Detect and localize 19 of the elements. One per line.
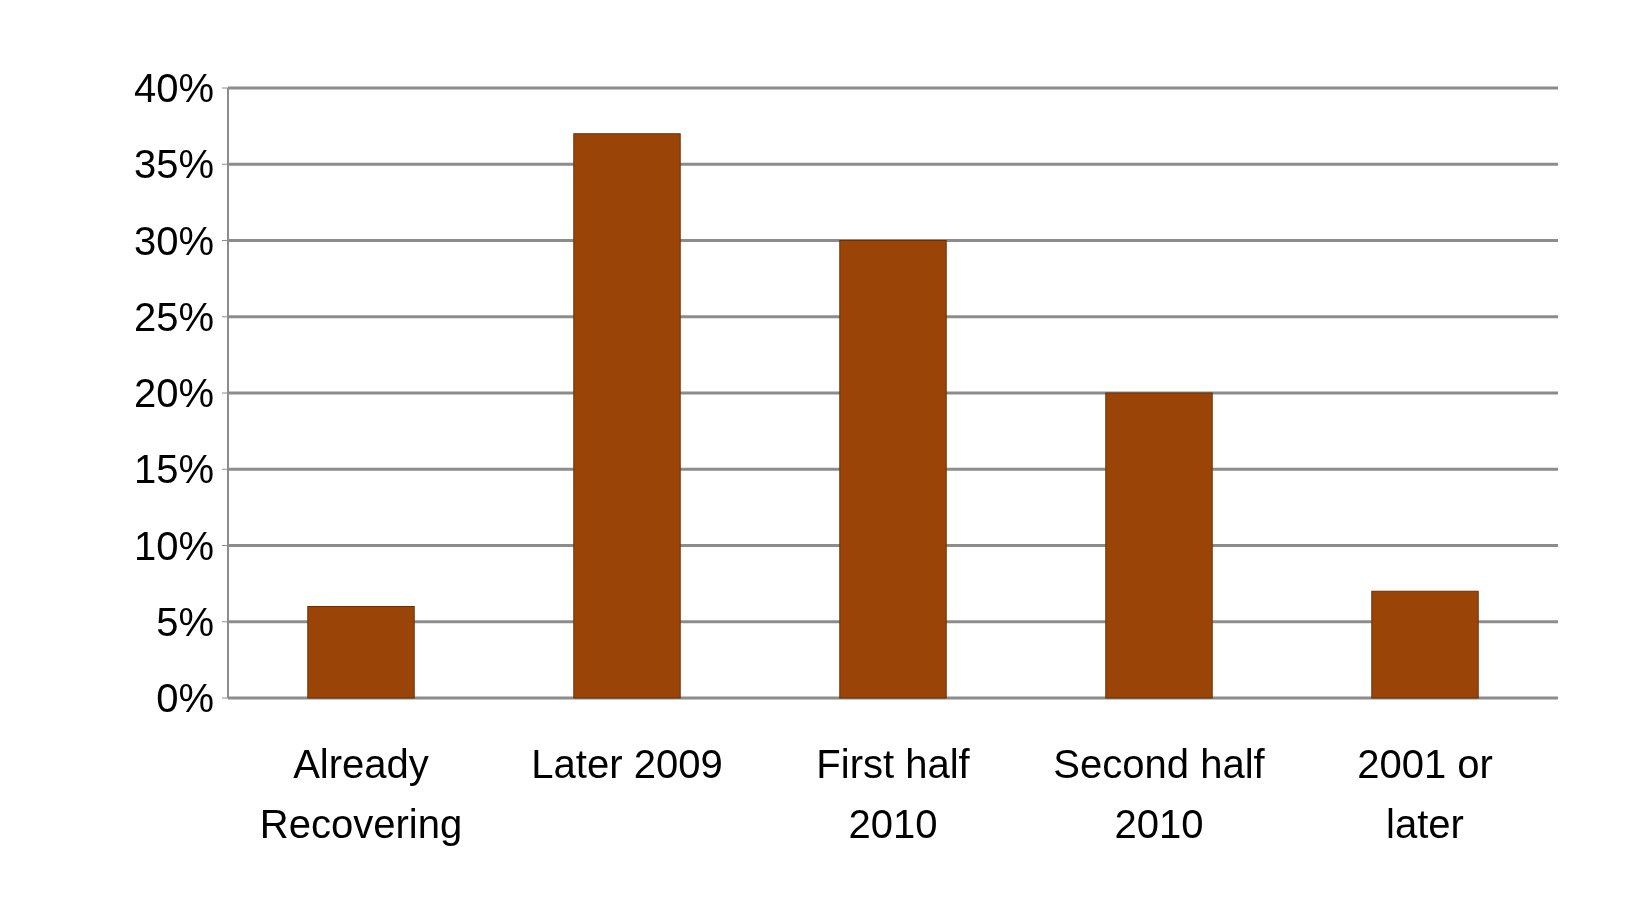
x-tick-label: Second half 2010 (1053, 742, 1266, 846)
x-tick-label: Already Recovering (259, 742, 463, 846)
y-tick-label: 30% (133, 218, 214, 263)
bar (1105, 392, 1213, 699)
x-tick-label: 2001 or later (1357, 742, 1493, 846)
bar (307, 606, 415, 699)
y-tick-label: 40% (133, 66, 214, 110)
x-tick-label: Later 2009 (531, 742, 723, 786)
bar (1371, 590, 1479, 699)
y-tick-label: 0% (156, 676, 214, 720)
y-tick-label: 5% (156, 599, 214, 644)
y-tick-label: 25% (133, 294, 214, 339)
y-tick-label: 35% (133, 142, 214, 187)
y-tick-label: 15% (133, 447, 214, 492)
bar (839, 240, 947, 699)
y-tick-label: 10% (133, 523, 214, 568)
x-tick-label: First half 2010 (816, 742, 971, 846)
y-tick-label: 20% (133, 371, 214, 415)
bar (573, 133, 681, 699)
